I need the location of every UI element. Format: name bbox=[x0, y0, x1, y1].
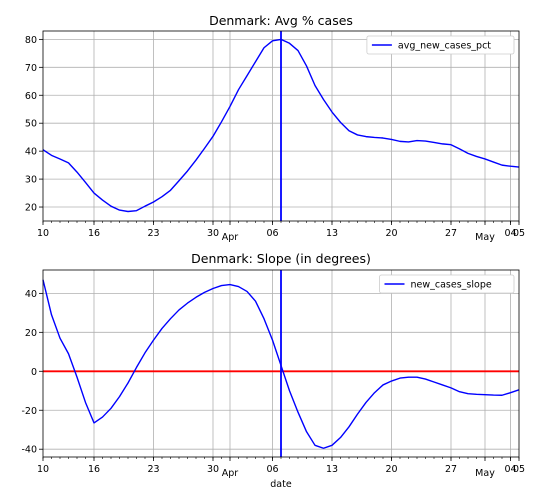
series-line-new_cases_slope bbox=[42, 279, 520, 449]
slope-legend: new_cases_slope bbox=[379, 274, 515, 294]
legend-box bbox=[366, 35, 515, 55]
x-tick-label: 13 bbox=[326, 464, 338, 475]
avg-cases-series bbox=[42, 38, 520, 213]
y-tick-label: 20 bbox=[25, 328, 37, 339]
x-tick-label: 16 bbox=[88, 464, 100, 475]
y-tick-label: 20 bbox=[25, 203, 37, 214]
x-month-label: Apr bbox=[222, 232, 239, 243]
x-tick-label: 05 bbox=[513, 464, 525, 475]
x-month-label: May bbox=[475, 468, 495, 479]
slope-chart-title: Denmark: Slope (in degrees) bbox=[191, 251, 371, 266]
x-month-label: May bbox=[475, 232, 495, 243]
x-tick-label: 20 bbox=[385, 464, 397, 475]
y-tick-label: 70 bbox=[25, 63, 37, 74]
x-tick-label: 10 bbox=[37, 464, 49, 475]
x-tick-label: 06 bbox=[266, 228, 278, 239]
x-tick-label: 30 bbox=[207, 464, 219, 475]
slope-x-axis-label: date bbox=[270, 479, 292, 490]
avg-cases-chart: Denmark: Avg % cases 20 30 40 50 60 70 80 10 16 2… bbox=[25, 13, 525, 243]
x-month-label: Apr bbox=[222, 468, 239, 479]
y-tick-label: 60 bbox=[25, 91, 37, 102]
y-tick-label: -40 bbox=[21, 445, 37, 456]
x-tick-label: 05 bbox=[513, 228, 525, 239]
x-tick-label: 27 bbox=[445, 228, 457, 239]
legend-label: avg_new_cases_pct bbox=[398, 41, 491, 52]
y-tick-label: 50 bbox=[25, 119, 37, 130]
y-tick-label: 40 bbox=[25, 147, 37, 158]
x-tick-label: 10 bbox=[37, 228, 49, 239]
x-tick-label: 04 bbox=[504, 464, 516, 475]
slope-series bbox=[42, 279, 520, 449]
y-tick-label: -20 bbox=[21, 406, 37, 417]
x-tick-label: 23 bbox=[147, 228, 159, 239]
x-tick-label: 27 bbox=[445, 464, 457, 475]
legend-label: new_cases_slope bbox=[411, 280, 492, 291]
x-tick-label: 13 bbox=[326, 228, 338, 239]
avg-cases-legend: avg_new_cases_pct bbox=[366, 35, 515, 55]
x-tick-label: 04 bbox=[504, 228, 516, 239]
y-tick-label: 40 bbox=[25, 289, 37, 300]
x-tick-label: 06 bbox=[266, 464, 278, 475]
x-tick-label: 30 bbox=[207, 228, 219, 239]
series-line-avg_new_cases_pct bbox=[42, 38, 520, 213]
avg-cases-chart-title: Denmark: Avg % cases bbox=[209, 13, 353, 28]
x-tick-label: 20 bbox=[385, 228, 397, 239]
y-tick-label: 0 bbox=[31, 367, 37, 378]
y-tick-label: 30 bbox=[25, 175, 37, 186]
x-tick-label: 23 bbox=[147, 464, 159, 475]
slope-chart: Denmark: Slope (in degrees) -40 -20 0 20 40 1… bbox=[21, 251, 525, 490]
x-tick-label: 16 bbox=[88, 228, 100, 239]
legend-box bbox=[379, 274, 515, 294]
y-tick-label: 80 bbox=[25, 35, 37, 46]
